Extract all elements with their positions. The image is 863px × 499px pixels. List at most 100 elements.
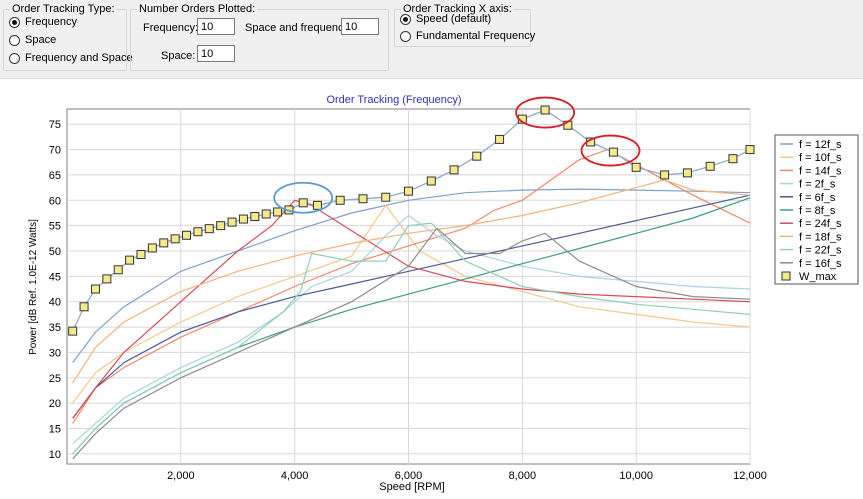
wmax-marker (540, 105, 550, 115)
legend-entry: f = 18f_s (799, 231, 842, 243)
y-tick-label: 25 (49, 373, 61, 385)
wmax-marker (449, 165, 459, 175)
orders-plotted-legend: Number Orders Plotted: (139, 3, 256, 15)
wmax-marker (68, 326, 78, 336)
radio-space[interactable]: Space (9, 34, 56, 46)
series-line (72, 222, 751, 455)
radio-frequency-and-space-label: Frequency and Space (25, 52, 133, 64)
series-line (72, 214, 751, 445)
space-frequency-orders-input[interactable] (341, 18, 379, 35)
legend-entry: f = 24f_s (799, 218, 842, 230)
series-line (72, 199, 751, 419)
radio-space-dot (9, 34, 20, 46)
wmax-markers (68, 105, 755, 336)
wmax-marker (660, 170, 670, 180)
series-line (72, 179, 751, 384)
radio-frequency[interactable]: Frequency (9, 16, 77, 28)
series-line (72, 204, 751, 404)
legend-entry: f = 22f_s (799, 245, 842, 257)
legend-entry: W_max (799, 271, 837, 283)
wmax-marker (238, 214, 248, 224)
tracking-type-group: Order Tracking Type: (3, 3, 127, 71)
wmax-marker (705, 161, 715, 171)
radio-fundamental-frequency[interactable]: Fundamental Frequency (400, 30, 535, 42)
wmax-marker (298, 198, 308, 208)
wmax-marker (125, 255, 135, 265)
y-tick-label: 65 (49, 170, 61, 182)
wmax-marker (495, 134, 505, 144)
y-tick-label: 40 (49, 297, 61, 309)
radio-fundamental-frequency-dot (400, 30, 411, 42)
highlight-ellipse (273, 181, 334, 214)
y-tick-label: 75 (49, 119, 61, 131)
wmax-marker (335, 195, 345, 205)
y-axis: 10 15 20 25 30 35 40 45 50 55 60 65 70 75 (49, 119, 61, 461)
space-label: Space: (161, 50, 196, 62)
radio-speed-default[interactable]: Speed (default) (400, 13, 491, 25)
wmax-marker (472, 151, 482, 161)
legend-swatch (781, 271, 791, 281)
legend-entry: f = 14f_s (799, 165, 842, 177)
wmax-marker (358, 194, 368, 204)
wmax-marker (227, 217, 237, 227)
y-tick-label: 60 (49, 195, 61, 207)
legend-entry: f = 16f_s (799, 258, 842, 270)
order-tracking-chart: 10 15 20 25 30 35 40 45 50 55 60 65 70 75 2,000 4,000 6… (28, 94, 859, 493)
wmax-marker (102, 274, 112, 284)
legend-entry: f = 12f_s (799, 139, 842, 151)
x-tick-label: 8,000 (509, 470, 537, 482)
wmax-marker (204, 224, 214, 234)
wmax-marker (273, 207, 283, 217)
wmax-marker (182, 230, 192, 240)
legend-entry: f = 6f_s (799, 192, 836, 204)
y-tick-label: 20 (49, 398, 61, 410)
x-tick-label: 10,000 (619, 470, 653, 482)
frequency-orders-input[interactable] (197, 18, 235, 35)
wmax-marker (608, 147, 618, 157)
radio-frequency-label: Frequency (25, 16, 77, 28)
wmax-marker (193, 227, 203, 237)
y-tick-label: 70 (49, 145, 61, 157)
highlight-ellipse (580, 134, 641, 167)
wmax-marker (147, 243, 157, 253)
space-orders-input[interactable] (197, 45, 235, 62)
y-tick-label: 15 (49, 424, 61, 436)
y-tick-label: 45 (49, 271, 61, 283)
wmax-marker (631, 162, 641, 172)
radio-frequency-and-space[interactable]: Frequency and Space (9, 52, 133, 64)
series-line (72, 194, 751, 419)
chart-title: Order Tracking (Frequency) (326, 94, 461, 106)
x-axis-group: Order Tracking X axis: (394, 3, 531, 47)
highlight-ellipses (273, 96, 641, 214)
x-axis: 2,000 4,000 6,000 8,000 10,000 12,000 (167, 470, 767, 482)
radio-speed-default-label: Speed (default) (416, 13, 492, 25)
x-tick-label: 12,000 (733, 470, 767, 482)
legend: f = 12f_sf = 10f_sf = 14f_sf = 2f_sf = 6… (780, 139, 842, 283)
wmax-marker (728, 154, 738, 164)
radio-fundamental-frequency-label: Fundamental Frequency (416, 30, 536, 42)
wmax-marker (136, 250, 146, 260)
y-axis-label: Power [dB Ref. 1.0E-12 Watts] (28, 219, 39, 355)
frequency-label: Frequency: (143, 22, 199, 34)
wmax-marker (426, 176, 436, 186)
wmax-marker (216, 221, 226, 231)
radio-frequency-and-space-dot (9, 52, 20, 64)
wmax-marker (381, 192, 391, 202)
y-tick-label: 35 (49, 322, 61, 334)
x-tick-label: 4,000 (281, 470, 309, 482)
x-axis-legend: Order Tracking X axis: (403, 3, 512, 15)
x-tick-label: 2,000 (167, 470, 195, 482)
x-tick-label: 6,000 (395, 470, 423, 482)
wmax-marker (682, 168, 692, 178)
radio-speed-default-dot (400, 13, 411, 25)
x-axis-label: Speed [RPM] (379, 481, 444, 493)
tracking-type-legend: Order Tracking Type: (12, 3, 115, 15)
legend-entry: f = 8f_s (799, 205, 836, 217)
wmax-marker (90, 284, 100, 294)
legend-entry: f = 2f_s (799, 179, 836, 191)
y-tick-label: 50 (49, 246, 61, 258)
space-frequency-label: Space and frequency (245, 22, 349, 34)
wmax-marker (312, 200, 322, 210)
radio-space-label: Space (25, 34, 57, 46)
radio-frequency-dot (9, 16, 20, 28)
